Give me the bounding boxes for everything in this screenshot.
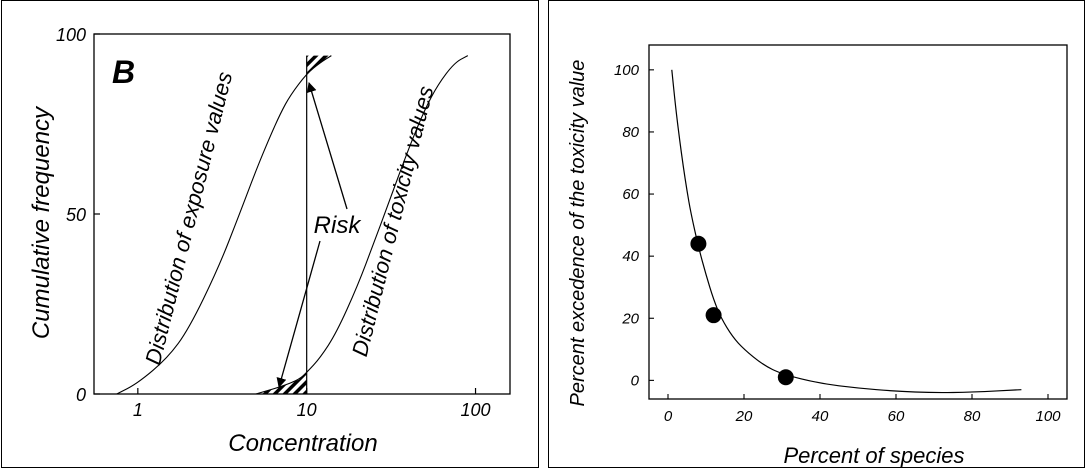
x-tick-label: 100 bbox=[461, 400, 491, 420]
risk-region-lower bbox=[255, 372, 307, 394]
y-tick-label: 100 bbox=[614, 62, 640, 79]
plot-frame bbox=[648, 44, 1068, 400]
x-tick-label: 20 bbox=[735, 408, 753, 425]
cumulative-frequency-chart: 1 10 100 0 50 100 B Concentration Cumulative … bbox=[28, 25, 511, 457]
x-tick-label: 80 bbox=[964, 408, 981, 425]
x-axis-label: Concentration bbox=[228, 430, 377, 457]
y-tick-label: 50 bbox=[66, 205, 86, 225]
x-tick-label: 100 bbox=[1035, 408, 1061, 425]
percent-excedence-chart: 0 20 40 60 80 100 0 20 40 60 80 100 Percent of spec… bbox=[567, 44, 1068, 468]
x-tick-label: 60 bbox=[888, 408, 905, 425]
y-axis-label: Cumulative frequency bbox=[28, 105, 55, 339]
panel-label: B bbox=[112, 54, 135, 90]
toxicity-label: Distribution of toxicity values bbox=[347, 84, 438, 359]
y-tick-label: 80 bbox=[622, 124, 639, 141]
x-tick-label: 0 bbox=[664, 408, 673, 425]
y-axis-label: Percent excedence of the toxicity value bbox=[567, 60, 589, 407]
chart-panel-right: 0 20 40 60 80 100 0 20 40 60 80 100 Percent of spec… bbox=[548, 0, 1085, 468]
data-point bbox=[705, 307, 722, 324]
data-point bbox=[690, 235, 707, 252]
risk-label: Risk bbox=[314, 212, 363, 239]
y-tick-label: 40 bbox=[622, 248, 639, 265]
exposure-curve bbox=[116, 55, 332, 395]
y-tick-label: 100 bbox=[56, 25, 86, 45]
x-tick-label: 40 bbox=[812, 408, 829, 425]
risk-region-upper bbox=[306, 55, 332, 74]
x-axis-label: Percent of species bbox=[784, 443, 965, 468]
exposure-label-words: Distribution of exposure values bbox=[140, 69, 237, 367]
risk-arrow-upper bbox=[306, 82, 348, 210]
toxicity-curve bbox=[255, 55, 469, 395]
toxicity-label-words: Distribution of toxicity values bbox=[347, 84, 438, 359]
y-tick-label: 0 bbox=[76, 385, 86, 405]
chart-panel-left: 1 10 100 0 50 100 B Concentration Cumulative … bbox=[1, 0, 539, 468]
fitted-curve bbox=[671, 69, 1022, 394]
y-tick-label: 20 bbox=[621, 310, 639, 327]
y-tick-label: 60 bbox=[622, 186, 639, 203]
risk-arrow-lower bbox=[276, 240, 321, 388]
exposure-label-line1: Distribution of exposure values bbox=[140, 69, 237, 367]
x-tick-label: 10 bbox=[297, 400, 317, 420]
y-tick-label: 0 bbox=[631, 372, 640, 389]
data-point bbox=[777, 369, 794, 386]
x-tick-label: 1 bbox=[133, 400, 143, 420]
